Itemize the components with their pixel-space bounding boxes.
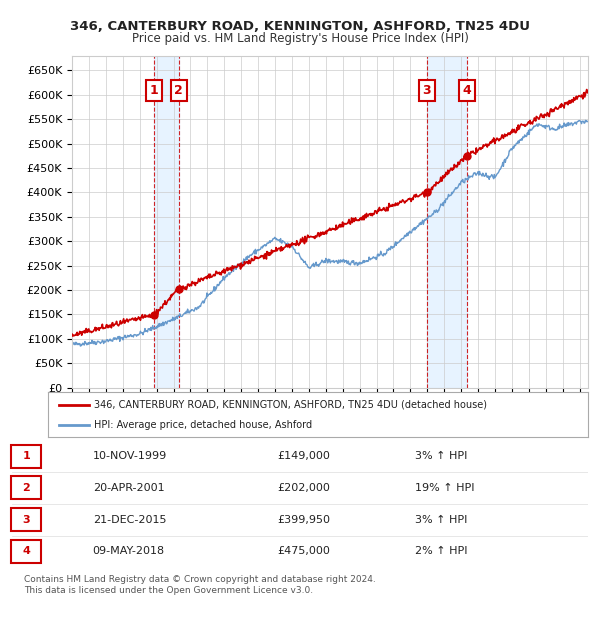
Text: 4: 4 bbox=[463, 84, 472, 97]
Text: 3% ↑ HPI: 3% ↑ HPI bbox=[415, 451, 467, 461]
Text: 10-NOV-1999: 10-NOV-1999 bbox=[92, 451, 167, 461]
Bar bbox=[154, 56, 179, 388]
FancyBboxPatch shape bbox=[11, 476, 41, 499]
Text: 346, CANTERBURY ROAD, KENNINGTON, ASHFORD, TN25 4DU: 346, CANTERBURY ROAD, KENNINGTON, ASHFOR… bbox=[70, 20, 530, 33]
Text: 4: 4 bbox=[22, 546, 31, 556]
FancyBboxPatch shape bbox=[11, 445, 41, 467]
Text: 3: 3 bbox=[422, 84, 431, 97]
Text: 3: 3 bbox=[23, 515, 30, 525]
Text: 346, CANTERBURY ROAD, KENNINGTON, ASHFORD, TN25 4DU (detached house): 346, CANTERBURY ROAD, KENNINGTON, ASHFOR… bbox=[94, 400, 487, 410]
Text: HPI: Average price, detached house, Ashford: HPI: Average price, detached house, Ashf… bbox=[94, 420, 312, 430]
Text: 2: 2 bbox=[23, 483, 30, 493]
Text: £399,950: £399,950 bbox=[277, 515, 330, 525]
Text: 21-DEC-2015: 21-DEC-2015 bbox=[92, 515, 166, 525]
Text: 09-MAY-2018: 09-MAY-2018 bbox=[92, 546, 165, 556]
Text: £202,000: £202,000 bbox=[277, 483, 330, 493]
Text: £149,000: £149,000 bbox=[277, 451, 330, 461]
Text: Contains HM Land Registry data © Crown copyright and database right 2024.
This d: Contains HM Land Registry data © Crown c… bbox=[24, 575, 376, 595]
Bar bbox=[427, 56, 467, 388]
Text: 20-APR-2001: 20-APR-2001 bbox=[92, 483, 164, 493]
FancyBboxPatch shape bbox=[11, 508, 41, 531]
FancyBboxPatch shape bbox=[11, 540, 41, 563]
Text: 19% ↑ HPI: 19% ↑ HPI bbox=[415, 483, 475, 493]
Text: 2% ↑ HPI: 2% ↑ HPI bbox=[415, 546, 468, 556]
Text: Price paid vs. HM Land Registry's House Price Index (HPI): Price paid vs. HM Land Registry's House … bbox=[131, 32, 469, 45]
Text: 2: 2 bbox=[175, 84, 183, 97]
Text: £475,000: £475,000 bbox=[277, 546, 330, 556]
Text: 1: 1 bbox=[150, 84, 158, 97]
Text: 1: 1 bbox=[23, 451, 30, 461]
Text: 3% ↑ HPI: 3% ↑ HPI bbox=[415, 515, 467, 525]
